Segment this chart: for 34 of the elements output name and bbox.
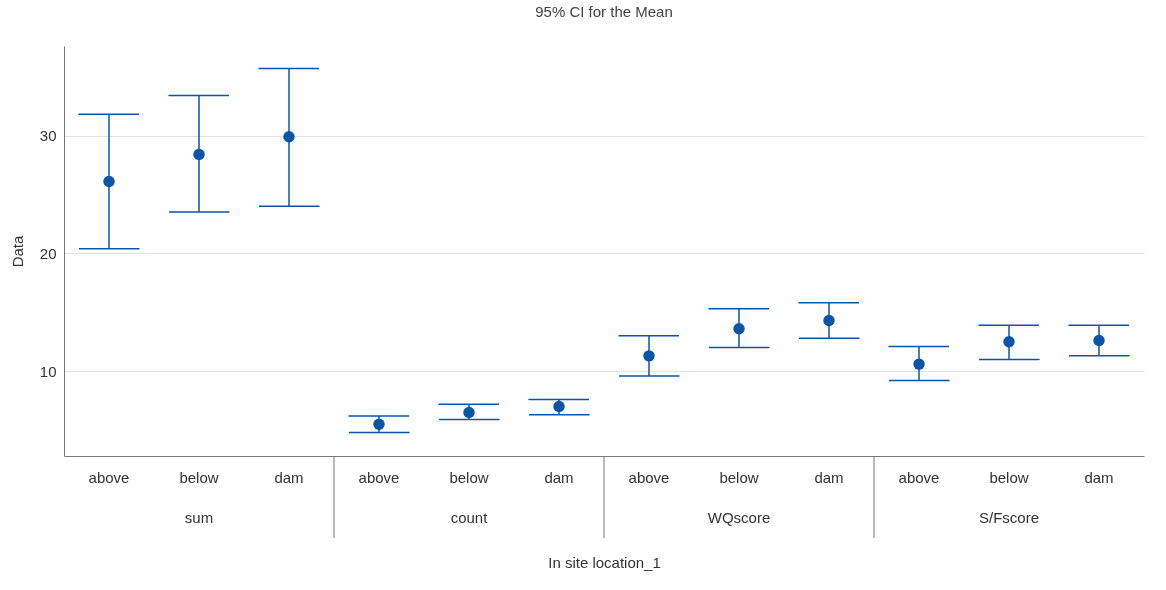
- y-axis-title: Data: [8, 235, 26, 268]
- x-tick-label: dam: [544, 468, 574, 486]
- x-tick-label: dam: [274, 468, 304, 486]
- point: [823, 314, 835, 327]
- text: count: [450, 509, 489, 526]
- x-tick-label: dam: [814, 468, 844, 486]
- point: [193, 148, 205, 161]
- point: [1093, 334, 1105, 347]
- x-tick-label: below: [179, 468, 219, 486]
- y-tick-label: 30: [39, 127, 57, 145]
- point: [1003, 336, 1015, 348]
- x-tick-label: below: [449, 468, 489, 486]
- point: [103, 175, 115, 188]
- x-tick-label: below: [719, 468, 759, 486]
- point: [913, 358, 925, 370]
- y-tick-label: 10: [39, 362, 57, 380]
- point: [643, 350, 655, 362]
- x-tick-label: above: [88, 468, 130, 486]
- x-tick-label: below: [989, 468, 1029, 486]
- point: [283, 131, 295, 143]
- x-axis-title: In site location_1: [548, 553, 661, 571]
- x-tick-label: above: [628, 468, 670, 486]
- chart-title: 95% CI for the Mean: [535, 3, 673, 20]
- point: [553, 400, 565, 413]
- point: [733, 323, 745, 335]
- text: S/Fscore: [978, 509, 1040, 526]
- text: sum: [184, 509, 214, 526]
- text: WQscore: [707, 509, 771, 526]
- x-tick-label: above: [898, 468, 940, 486]
- y-tick-label: 20: [39, 244, 57, 262]
- x-tick-label: above: [358, 468, 400, 486]
- point: [373, 418, 385, 430]
- point: [463, 406, 475, 419]
- x-tick-label: dam: [1084, 468, 1114, 486]
